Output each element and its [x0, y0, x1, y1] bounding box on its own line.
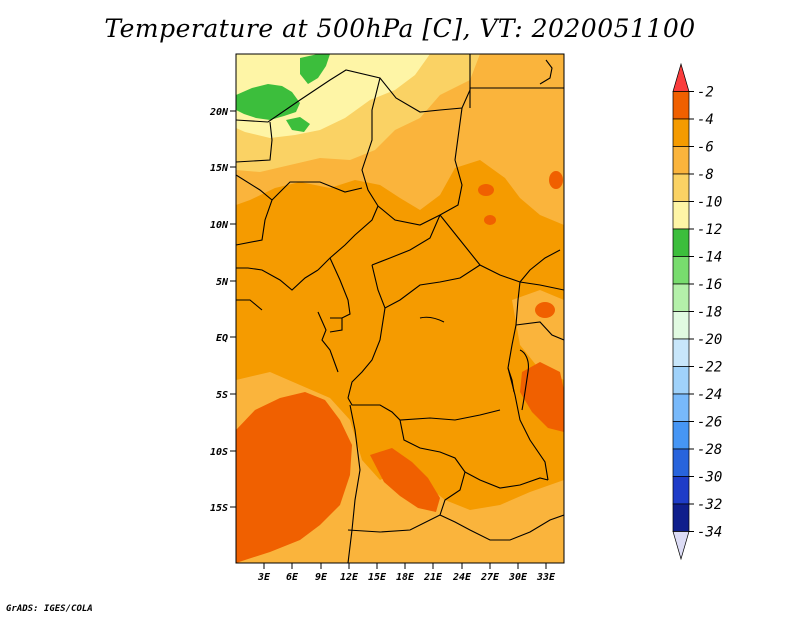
footer-credit: GrADS: IGES/COLA: [6, 604, 93, 614]
longitude-axis: [263, 563, 547, 569]
map-title: Temperature at 500hPa [C], VT: 202005110…: [104, 14, 696, 43]
field-patch-4-to-2-c: [484, 215, 496, 225]
lat-label-15n: 15N: [210, 163, 229, 174]
country-borders: [236, 54, 564, 563]
colorbar-label: -30: [697, 470, 722, 486]
colorbar-box: [672, 118, 690, 147]
colorbar-box: [672, 448, 690, 477]
lon-label-3e: 3E: [257, 572, 271, 583]
longitude-labels: 3E 6E 9E 12E 15E 18E 21E 24E 27E 30E 33E: [257, 572, 556, 583]
field-region-4-to-2-east: [520, 362, 564, 432]
lon-label-27e: 27E: [480, 572, 500, 583]
colorbar-label: -26: [697, 415, 722, 431]
lon-label-24e: 24E: [452, 572, 472, 583]
colorbar-box: [672, 393, 690, 422]
colorbar-label: -16: [697, 277, 722, 293]
lon-label-6e: 6E: [286, 572, 299, 583]
colorbar: -2 -4 -6 -8 -10 -12 -14 -16 -18 -20 -22 -24 -26 -28 -3…: [672, 62, 722, 561]
colorbar-arrow-bottom: [672, 531, 690, 561]
lat-label-eq: EQ: [216, 333, 228, 344]
colorbar-box: [672, 476, 690, 505]
colorbar-label: -34: [697, 525, 722, 541]
colorbar-label: -6: [697, 140, 714, 156]
colorbar-box: [672, 283, 690, 312]
field-region-12-to-10: [236, 54, 430, 138]
map-frame: [235, 53, 565, 564]
colorbar-box: [672, 91, 690, 120]
lat-label-5n: 5N: [216, 277, 229, 288]
field-patch-4-to-2-a: [478, 184, 494, 196]
lat-label-5s: 5S: [216, 390, 228, 401]
lat-label-10s: 10S: [210, 447, 228, 458]
temperature-field: [236, 54, 564, 563]
colorbar-box: [672, 201, 690, 230]
colorbar-box: [672, 146, 690, 175]
colorbar-box: [672, 173, 690, 202]
colorbar-label: -14: [697, 250, 722, 266]
lon-label-9e: 9E: [315, 572, 328, 583]
colorbar-label: -28: [697, 442, 722, 458]
latitude-labels: 20N 15N 10N 5N EQ 5S 10S 15S: [209, 107, 229, 514]
colorbar-box: [672, 228, 690, 257]
field-patch-4-to-2-d: [535, 302, 555, 318]
colorbar-label: -2: [697, 85, 714, 101]
lon-label-33e: 33E: [536, 572, 556, 583]
colorbar-label: -32: [697, 497, 722, 513]
lon-label-30e: 30E: [508, 572, 528, 583]
colorbar-label: -20: [697, 332, 722, 348]
colorbar-box: [672, 311, 690, 340]
lon-label-18e: 18E: [396, 572, 415, 583]
lat-label-15s: 15S: [210, 503, 228, 514]
lon-label-15e: 15E: [368, 572, 387, 583]
latitude-axis: [230, 110, 236, 508]
colorbar-arrow-top: [672, 62, 690, 92]
colorbar-box: [672, 421, 690, 450]
field-region-4-to-2-southwest: [236, 392, 352, 563]
field-patch-4-to-2-b: [549, 171, 563, 189]
colorbar-box: [672, 366, 690, 395]
colorbar-label: -4: [697, 112, 714, 128]
field-region-14-to-12-c: [286, 117, 310, 132]
colorbar-label: -24: [697, 387, 722, 403]
colorbar-label: -12: [697, 222, 722, 238]
colorbar-label: -10: [697, 195, 722, 211]
field-region-14-to-12-b: [300, 54, 330, 84]
lon-label-12e: 12E: [340, 572, 359, 583]
colorbar-label: -22: [697, 360, 722, 376]
colorbar-label: -18: [697, 305, 722, 321]
colorbar-box: [672, 256, 690, 285]
field-region-4-to-2-south: [370, 448, 440, 512]
lat-label-10n: 10N: [210, 220, 229, 231]
colorbar-label: -8: [697, 167, 714, 183]
lat-label-20n: 20N: [209, 107, 229, 118]
colorbar-box: [672, 338, 690, 367]
colorbar-box: [672, 503, 690, 532]
lon-label-21e: 21E: [423, 572, 443, 583]
